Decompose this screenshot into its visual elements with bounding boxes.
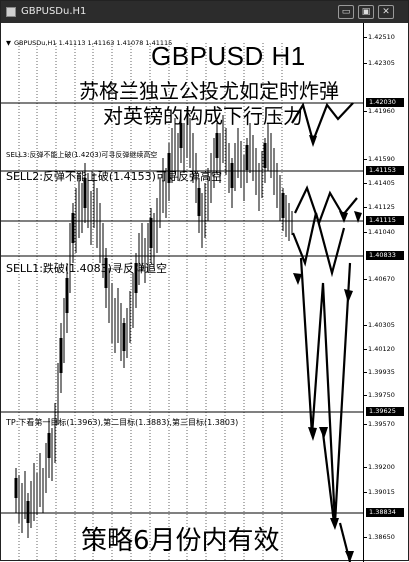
projection-lines: [291, 102, 358, 562]
price-chart-svg: [1, 43, 363, 562]
price-tick: 1.39935: [364, 368, 395, 376]
chart-title: GBPUSD H1: [151, 41, 306, 71]
price-tick: 1.40120: [364, 345, 395, 353]
price-tick: 1.41040: [364, 228, 395, 236]
price-marker: 1.38834: [366, 508, 404, 517]
symbol-quote: GBPUSDu,H1 1.41113 1.41163 1.41078 1.411…: [14, 39, 173, 47]
dropdown-triangle-icon[interactable]: ▼: [6, 39, 11, 47]
sell2-annotation: SELL2:反弹不能上破(1.4153)可寻反弹高空: [6, 170, 222, 183]
price-marker: 1.41115: [366, 216, 404, 225]
price-tick: 1.38650: [364, 533, 395, 541]
price-tick: 1.39200: [364, 463, 395, 471]
price-tick: 1.39015: [364, 488, 395, 496]
chart-canvas[interactable]: ▼ GBPUSDu,H1 1.41113 1.41163 1.41078 1.41…: [1, 23, 364, 562]
sell1-annotation: SELL1:跌破(1.4083)寻反弹追空: [6, 262, 167, 275]
price-marker: 1.41153: [366, 166, 404, 175]
headline-line-1: 苏格兰独立公投尤如定时炸弹: [79, 79, 339, 103]
vertical-grid: [18, 43, 283, 562]
headline-line-2: 对英镑的构成下行压力: [103, 104, 303, 128]
price-tick: 1.41405: [364, 179, 395, 187]
price-tick: 1.41960: [364, 107, 395, 115]
close-button[interactable]: ✕: [378, 5, 394, 19]
tp-annotation: TP:下看第一目标(1.3963),第二目标(1.3883),第三目标(1.38…: [6, 418, 239, 427]
price-tick: 1.39750: [364, 391, 395, 399]
price-marker: 1.40833: [366, 251, 404, 260]
strategy-footer: 策略6月份内有效: [81, 526, 280, 556]
window-title: GBPUSDu.H1: [21, 6, 87, 17]
candle-bodies: [14, 123, 285, 523]
title-bar: GBPUSDu.H1 ▭ ▣ ✕: [1, 1, 408, 23]
price-tick: 1.40305: [364, 321, 395, 329]
chart-app-icon: [6, 7, 16, 17]
price-marker: 1.42030: [366, 98, 404, 107]
price-tick: 1.42510: [364, 33, 395, 41]
price-tick: 1.41125: [364, 203, 395, 211]
minimize-button[interactable]: ▭: [338, 5, 354, 19]
sell3-annotation: SELL3:反弹不能上破(1.4203)可寻反弹继续高空: [6, 151, 158, 159]
price-tick: 1.39570: [364, 420, 395, 428]
symbol-info: ▼ GBPUSDu,H1 1.41113 1.41163 1.41078 1.41…: [6, 39, 172, 47]
price-marker: 1.39625: [366, 407, 404, 416]
price-tick: 1.41590: [364, 155, 395, 163]
maximize-button[interactable]: ▣: [358, 5, 374, 19]
price-tick: 1.40670: [364, 275, 395, 283]
price-tick: 1.42305: [364, 59, 395, 67]
arrow-heads: [293, 135, 362, 562]
price-axis[interactable]: 1.42510 1.42305 1.42030 1.41960 1.41590 …: [364, 23, 408, 562]
